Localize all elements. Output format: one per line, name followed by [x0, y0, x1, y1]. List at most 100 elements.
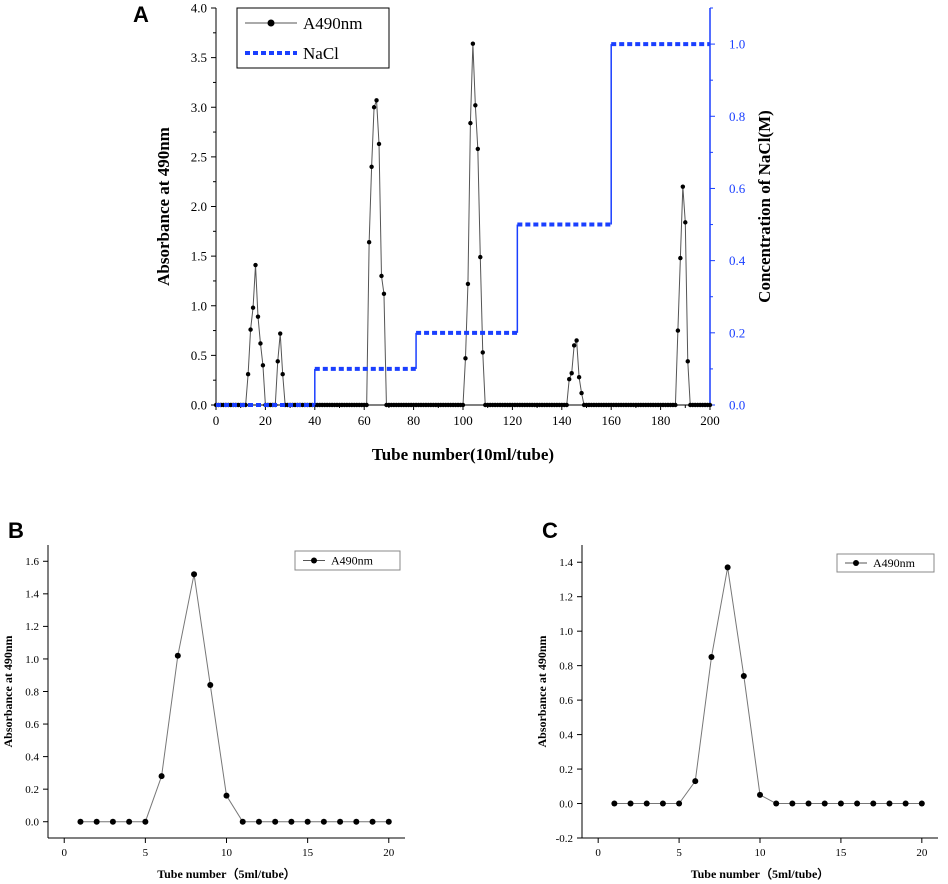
x-tick-label: 160	[601, 413, 621, 428]
data-point	[366, 240, 372, 245]
data-point	[886, 800, 893, 807]
data-point	[821, 800, 828, 807]
x-tick-label: 0	[213, 413, 220, 428]
legend-box	[294, 550, 401, 571]
x-tick-label: 180	[651, 413, 671, 428]
x-tick-label: 140	[552, 413, 572, 428]
y-tick-label: 0.5	[191, 348, 207, 363]
data-point	[789, 800, 796, 807]
legend-box	[836, 553, 935, 573]
y-tick-label: 2.0	[191, 199, 207, 214]
y-tick-label: 1.0	[191, 298, 207, 313]
data-point	[643, 800, 650, 807]
data-point	[223, 792, 230, 799]
x-tick-label: 80	[407, 413, 420, 428]
y-tick-label: 2.5	[191, 149, 207, 164]
data-point	[675, 328, 681, 333]
y-tick-label: -0.2	[556, 833, 573, 845]
series-line-a490	[218, 43, 710, 406]
y-tick-label: 1.5	[191, 249, 207, 264]
data-point	[258, 341, 263, 346]
data-point	[463, 356, 468, 361]
panel-a: A 0 20 40 60 80 100 120 140 160 180 200 0.0 0.5 1.0 1.5…	[133, 1, 774, 464]
panel-letter: C	[542, 518, 558, 543]
data-point	[902, 800, 909, 807]
y-tick-label: 0.8	[25, 686, 39, 698]
x-tick-label: 60	[358, 413, 371, 428]
legend-box	[236, 7, 390, 69]
data-point	[854, 800, 861, 807]
y-tick-label: 4.0	[191, 1, 207, 16]
data-point	[740, 672, 747, 679]
x-tick-label: 15	[302, 847, 314, 859]
x-tick-label: 0	[595, 847, 601, 859]
data-point	[376, 141, 382, 147]
panel-b: B 0 5 10 15 20 0.0 0.2 0.4 0.6 0.8 1.0 1.2 1.4 1.6 Tube…	[1, 518, 405, 881]
data-point	[468, 120, 473, 126]
data-point	[369, 818, 376, 825]
y-tick-label: 3.0	[191, 100, 207, 115]
x-tick-label: 120	[503, 413, 523, 428]
x-tick-label: 5	[676, 847, 682, 859]
data-point	[680, 184, 686, 189]
data-point	[371, 105, 377, 110]
data-point	[248, 327, 253, 332]
data-point	[174, 652, 181, 659]
data-point	[460, 402, 466, 408]
data-point	[465, 281, 471, 287]
data-point	[837, 800, 844, 807]
y-tick-label: 1.4	[559, 557, 573, 569]
data-point	[478, 254, 483, 260]
data-point	[278, 331, 283, 336]
panel-c: C 0 5 10 15 20 -0.2 0.0 0.2 0.4 0.6 0.8 1.0 1.2 1.4 Tub…	[535, 518, 938, 881]
y2-axis-label: Concentration of NaCl(M)	[755, 110, 774, 303]
data-point	[272, 818, 279, 825]
x-tick-label: 100	[453, 413, 473, 428]
panel-letter: A	[133, 2, 149, 27]
data-point	[142, 818, 149, 825]
legend-label: A490nm	[303, 14, 363, 33]
data-point	[579, 390, 584, 396]
y-tick-label: 1.4	[25, 589, 39, 601]
data-point	[569, 371, 574, 376]
y2-tick-label: 0.2	[729, 325, 745, 340]
y-tick-label: 1.2	[559, 592, 573, 604]
data-point	[364, 402, 369, 408]
data-point	[659, 800, 666, 807]
y-tick-label: 0.2	[25, 784, 39, 796]
data-point	[239, 818, 246, 825]
data-point	[473, 103, 478, 108]
data-point	[126, 818, 133, 825]
data-point	[280, 372, 285, 377]
x-tick-label: 20	[259, 413, 272, 428]
data-point	[870, 800, 877, 807]
data-point	[683, 220, 688, 225]
data-point	[475, 146, 481, 152]
y-axis-label: Absorbance at 490nm	[535, 635, 549, 747]
legend-swatch-marker	[853, 560, 859, 566]
series-line-a490	[614, 567, 922, 805]
x-tick-label: 20	[916, 847, 928, 859]
y-tick-label: 0.4	[25, 751, 39, 763]
y-axis-label: Absorbance at 490nm	[154, 127, 173, 286]
y-tick-label: 0.6	[559, 695, 573, 707]
data-point	[480, 350, 485, 355]
data-point	[676, 800, 683, 807]
x-axis-label: Tube number（5ml/tube）	[691, 866, 830, 881]
data-point	[381, 291, 387, 297]
data-point	[255, 818, 262, 825]
y-tick-label: 0.0	[191, 398, 207, 413]
data-point	[158, 773, 165, 780]
data-point	[374, 98, 379, 103]
data-point	[207, 681, 214, 688]
x-tick-label: 5	[143, 847, 149, 859]
y-tick-label: 1.0	[25, 654, 39, 666]
legend-label: A490nm	[873, 556, 916, 570]
data-point	[275, 359, 280, 364]
data-point	[673, 402, 678, 408]
data-point	[288, 818, 295, 825]
x-axis-label: Tube number（5ml/tube）	[157, 866, 296, 881]
data-point	[918, 800, 925, 807]
x-tick-label: 200	[700, 413, 720, 428]
